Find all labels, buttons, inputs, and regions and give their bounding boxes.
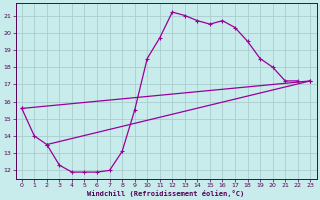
X-axis label: Windchill (Refroidissement éolien,°C): Windchill (Refroidissement éolien,°C) (87, 190, 245, 197)
